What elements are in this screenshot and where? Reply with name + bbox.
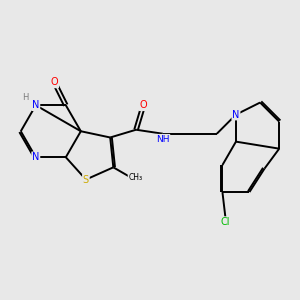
Text: N: N bbox=[32, 152, 40, 162]
Text: O: O bbox=[140, 100, 147, 110]
Text: Cl: Cl bbox=[221, 217, 230, 227]
Text: H: H bbox=[22, 93, 28, 102]
Text: O: O bbox=[51, 77, 58, 87]
Text: S: S bbox=[83, 175, 89, 184]
Text: NH: NH bbox=[156, 135, 169, 144]
Text: CH₃: CH₃ bbox=[128, 172, 142, 182]
Text: N: N bbox=[232, 110, 240, 120]
Text: N: N bbox=[32, 100, 40, 110]
